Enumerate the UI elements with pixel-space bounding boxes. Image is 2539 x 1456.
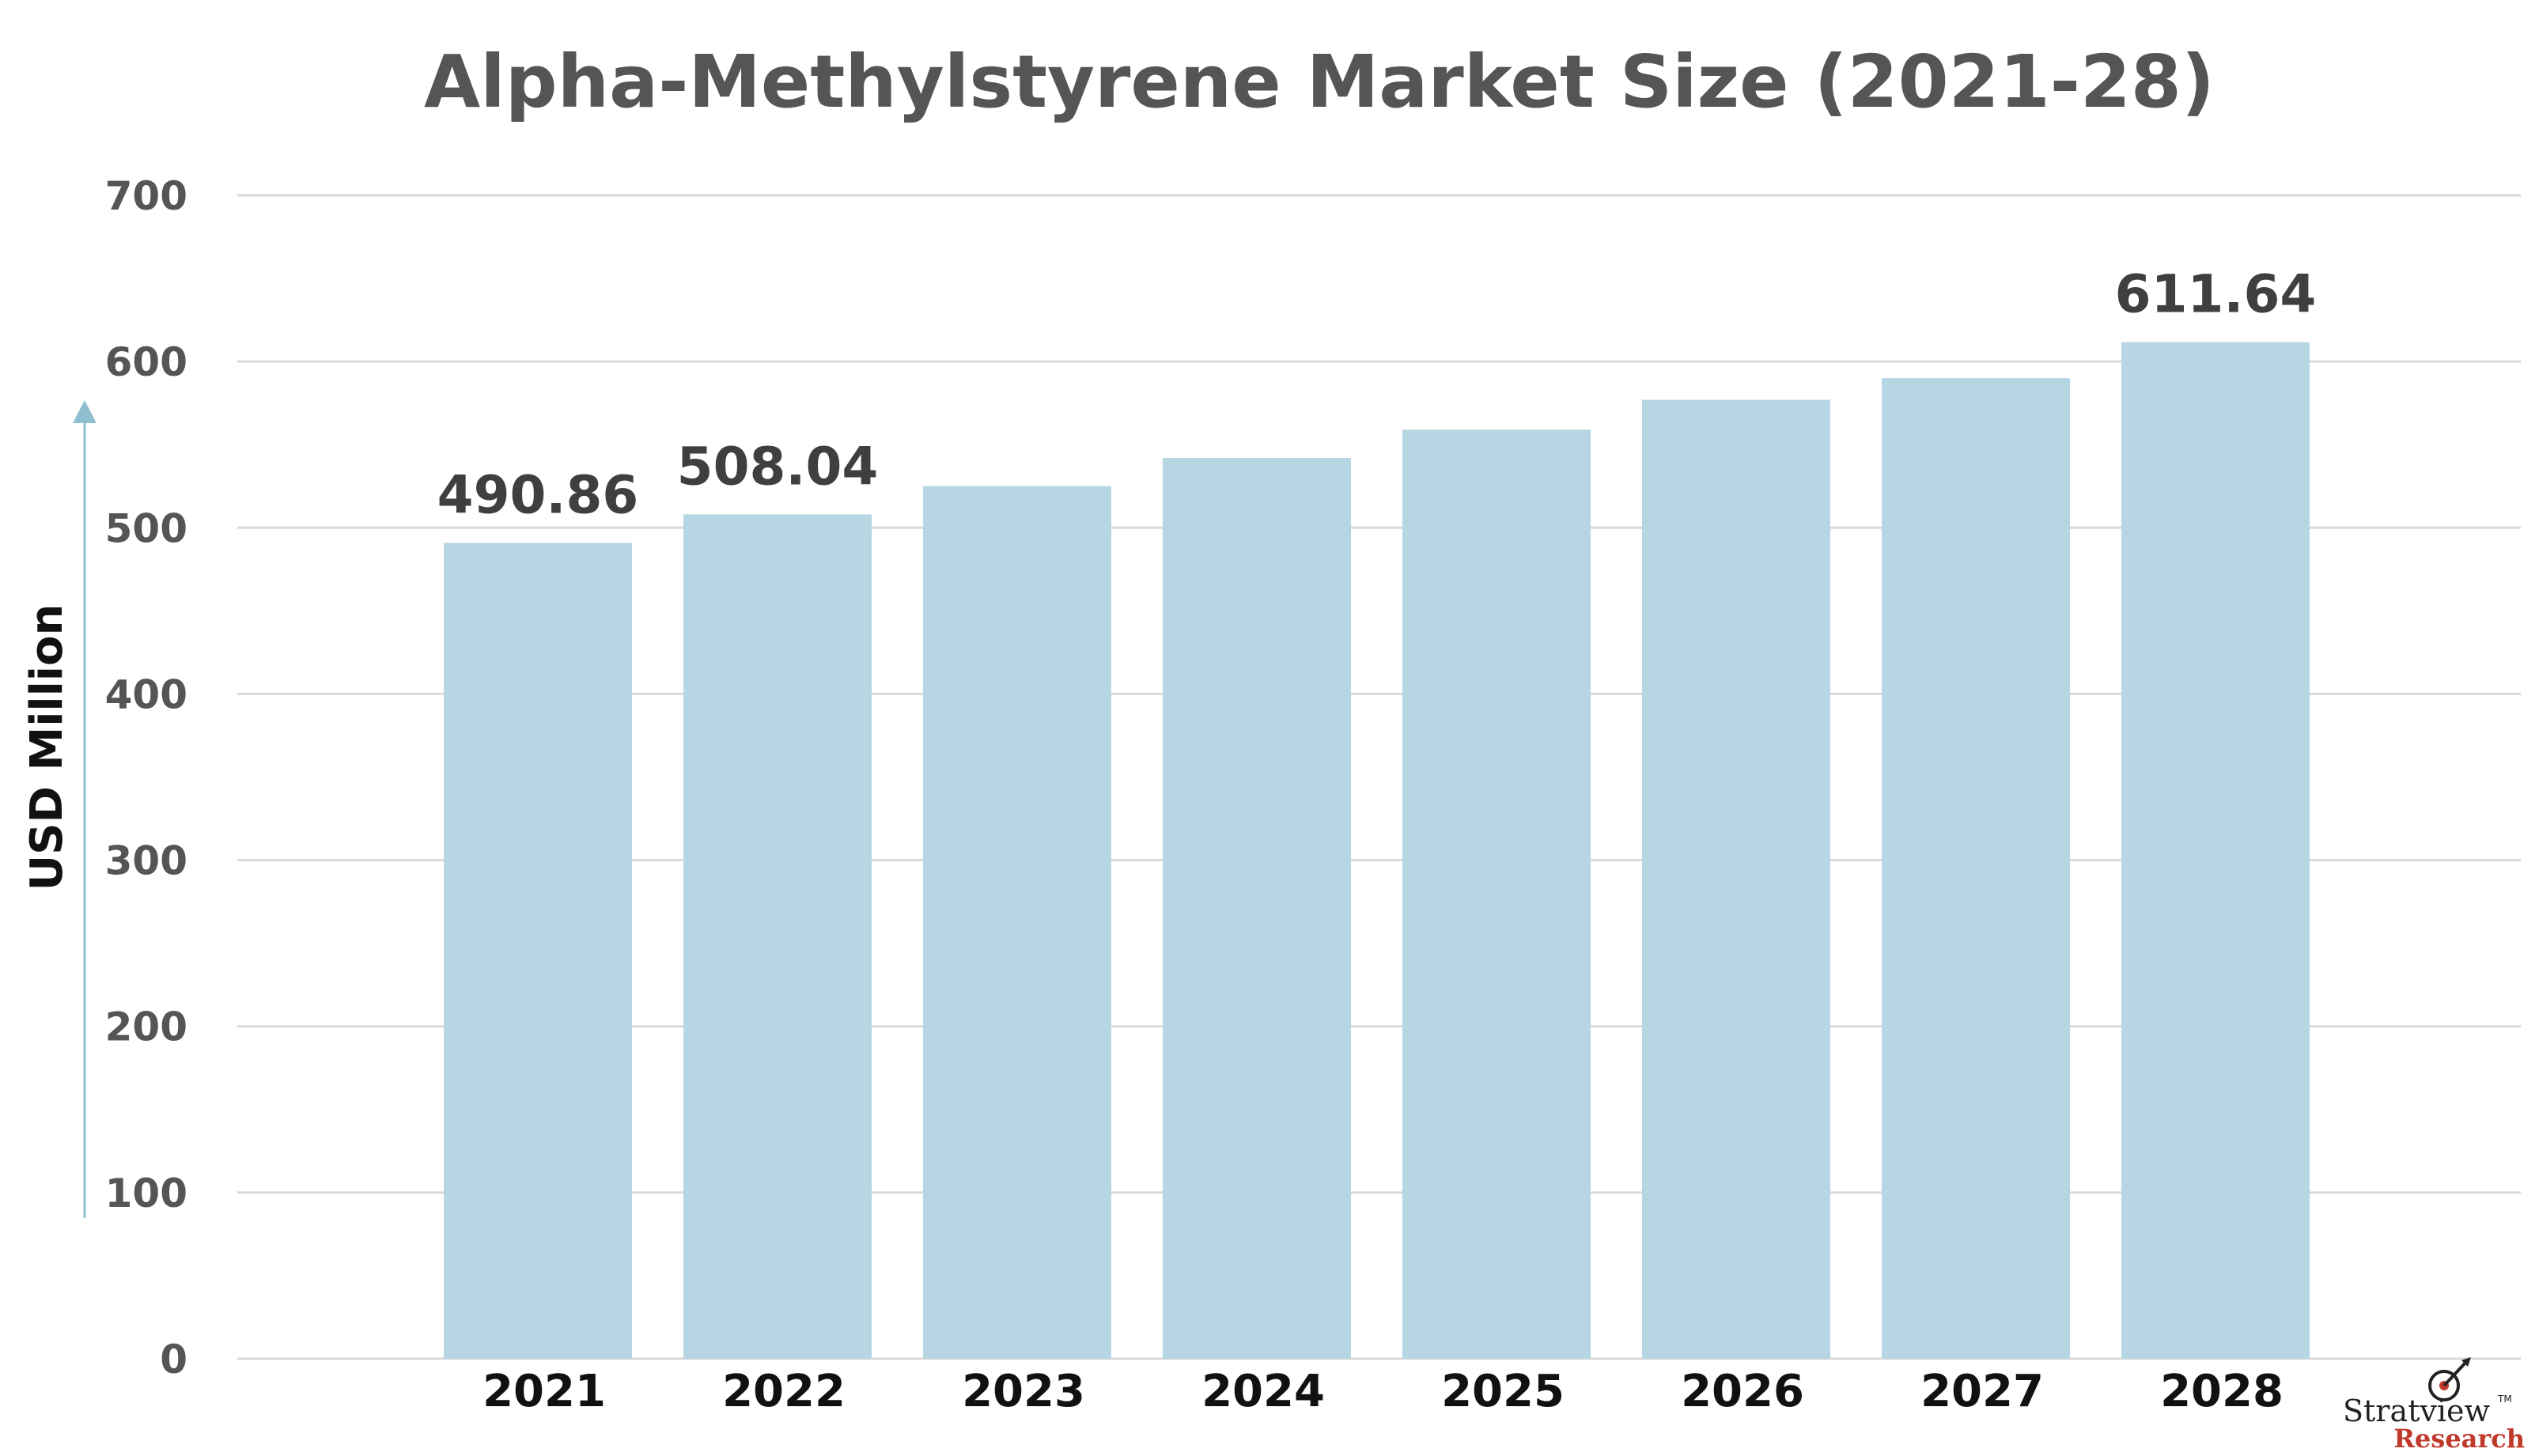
bar-2024 (1163, 458, 1351, 1360)
bar-2023 (923, 486, 1111, 1359)
stratview-logo: Stratview TM Research (2343, 1357, 2525, 1454)
x-tick-label: 2028 (2160, 1366, 2284, 1417)
bar-2021 (444, 543, 632, 1359)
y-tick-label: 600 (105, 339, 187, 385)
y-axis-label: USD Million (21, 604, 73, 891)
bar-data-labels: 490.86 508.04 611.64 (437, 264, 2317, 526)
bar-2022 (683, 514, 872, 1359)
y-tick-label: 200 (105, 1004, 187, 1050)
bar-2028 (2121, 342, 2310, 1359)
logo-main-text: Stratview (2343, 1394, 2491, 1428)
x-tick-label: 2022 (722, 1366, 846, 1417)
logo-sub-text: Research (2393, 1424, 2525, 1453)
y-tick-label: 700 (105, 173, 187, 219)
x-axis-ticks: 2021 2022 2023 2024 2025 2026 2027 2028 (482, 1366, 2284, 1417)
y-axis-arrow-icon (73, 400, 96, 1218)
x-tick-label: 2027 (1920, 1366, 2044, 1417)
x-tick-label: 2021 (482, 1366, 606, 1417)
x-tick-label: 2025 (1441, 1366, 1565, 1417)
chart-title: Alpha-Methylstyrene Market Size (2021-28… (424, 40, 2215, 124)
bar-2026 (1642, 399, 1830, 1359)
bar-2025 (1402, 429, 1591, 1359)
data-label-2022: 508.04 (677, 436, 879, 497)
logo-tm: TM (2497, 1394, 2512, 1405)
bar-2027 (1882, 378, 2070, 1360)
x-tick-label: 2024 (1201, 1366, 1325, 1417)
target-icon (2428, 1357, 2471, 1401)
y-axis-ticks: 0 100 200 300 400 500 600 700 (105, 173, 187, 1382)
bars (444, 342, 2310, 1360)
y-tick-label: 400 (105, 671, 187, 717)
x-tick-label: 2026 (1681, 1366, 1804, 1417)
data-label-2028: 611.64 (2115, 264, 2317, 325)
x-tick-label: 2023 (962, 1366, 1085, 1417)
y-tick-label: 500 (105, 505, 187, 551)
data-label-2021: 490.86 (437, 464, 639, 525)
y-tick-label: 0 (160, 1337, 187, 1382)
y-tick-label: 300 (105, 838, 187, 884)
y-tick-label: 100 (105, 1170, 187, 1216)
